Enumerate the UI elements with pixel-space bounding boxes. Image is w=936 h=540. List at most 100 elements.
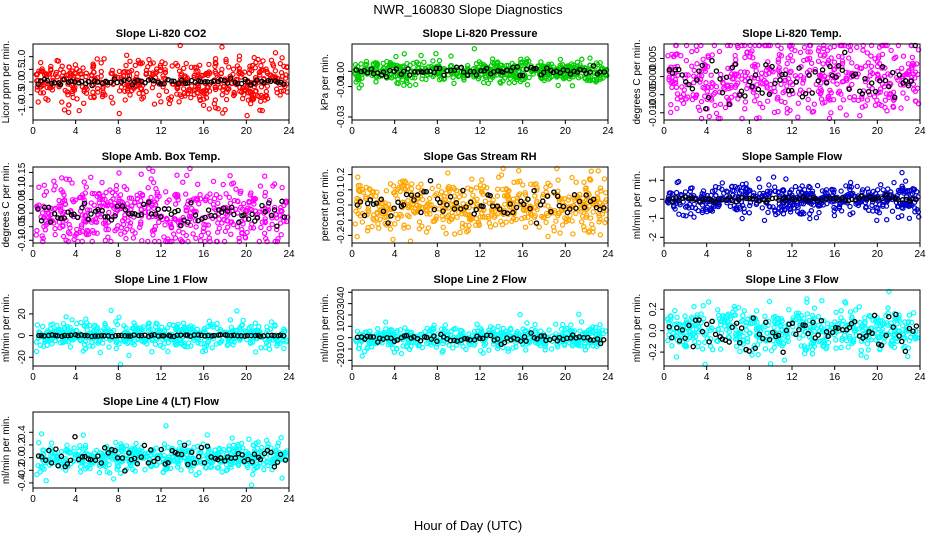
data-point [415, 184, 421, 190]
average-point [528, 64, 534, 71]
data-point [67, 71, 73, 77]
data-point [34, 227, 40, 234]
data-point [73, 320, 80, 327]
y-tick-label: 1.0 [17, 49, 28, 63]
data-point [811, 101, 818, 107]
data-point [99, 340, 106, 346]
average-point [231, 211, 237, 218]
data-point [579, 56, 585, 62]
x-tick-label: 24 [602, 372, 614, 383]
average-point [393, 66, 400, 72]
data-point [94, 56, 100, 62]
data-point [800, 80, 806, 86]
data-point [401, 82, 407, 88]
average-point [517, 72, 523, 79]
data-point [91, 93, 97, 100]
average-point [703, 105, 709, 112]
data-point [668, 101, 674, 108]
data-point [423, 229, 430, 235]
data-point [524, 81, 531, 88]
data-point [760, 104, 766, 111]
data-point [95, 89, 101, 95]
data-point [188, 94, 194, 101]
data-point [97, 349, 104, 356]
data-point [909, 54, 916, 61]
data-point [169, 63, 175, 69]
average-point [567, 71, 574, 77]
data-point [547, 75, 553, 81]
data-point [494, 193, 501, 199]
data-point [906, 215, 913, 221]
data-point [258, 98, 264, 105]
data-point [108, 94, 114, 101]
average-point [265, 77, 272, 84]
data-point [59, 175, 65, 181]
data-point [875, 187, 881, 193]
data-point [876, 53, 882, 59]
average-point [777, 77, 783, 83]
x-tick-label: 8 [747, 249, 753, 260]
data-point [279, 184, 285, 191]
data-point [151, 101, 158, 107]
average-point [441, 72, 447, 79]
average-point [877, 78, 883, 84]
data-point [139, 238, 145, 244]
data-point [503, 219, 509, 225]
average-point [882, 77, 889, 84]
data-point [800, 77, 807, 83]
average-point [782, 71, 789, 78]
x-tick-label: 12 [786, 249, 798, 260]
figure-title: NWR_160830 Slope Diagnostics [373, 2, 563, 17]
data-point [429, 185, 435, 192]
average-point [772, 80, 778, 87]
data-point [846, 55, 852, 61]
y-tick-label: 0.00 [336, 61, 347, 81]
data-point [520, 66, 527, 73]
data-point [224, 89, 230, 95]
data-point [694, 61, 700, 67]
average-point [427, 177, 434, 184]
data-point [254, 92, 261, 99]
data-point [871, 94, 878, 100]
data-point [574, 59, 581, 65]
average-point [752, 72, 759, 78]
data-point [118, 224, 125, 231]
data-point [905, 69, 912, 75]
data-point [430, 58, 436, 64]
data-point [578, 319, 585, 325]
average-point [35, 81, 41, 87]
data-point [796, 91, 803, 97]
data-point [356, 85, 362, 91]
average-point [227, 75, 234, 81]
x-tick-label: 24 [283, 126, 295, 137]
data-point [681, 87, 688, 93]
data-point [101, 56, 107, 62]
data-point [560, 321, 566, 328]
average-point [254, 77, 260, 83]
data-point [457, 229, 463, 236]
x-tick-label: 24 [283, 372, 295, 383]
x-tick-label: 0 [661, 126, 667, 137]
average-point [391, 205, 397, 211]
y-axis-label: ml/min per min. [1, 294, 12, 362]
average-point [202, 79, 208, 85]
data-point [507, 72, 513, 79]
average-point [540, 198, 546, 204]
data-point [838, 208, 845, 214]
x-tick-label: 20 [560, 372, 572, 383]
average-point [759, 90, 765, 96]
data-point [813, 214, 820, 221]
data-point [868, 53, 874, 59]
data-point [739, 115, 745, 122]
data-point [123, 62, 129, 69]
data-points [33, 42, 290, 119]
data-point [843, 75, 850, 82]
data-point [887, 80, 893, 87]
data-point [370, 61, 376, 67]
data-point [74, 96, 80, 102]
average-point [852, 71, 859, 77]
data-point [121, 88, 128, 95]
data-point [233, 186, 239, 192]
data-point [801, 44, 808, 51]
